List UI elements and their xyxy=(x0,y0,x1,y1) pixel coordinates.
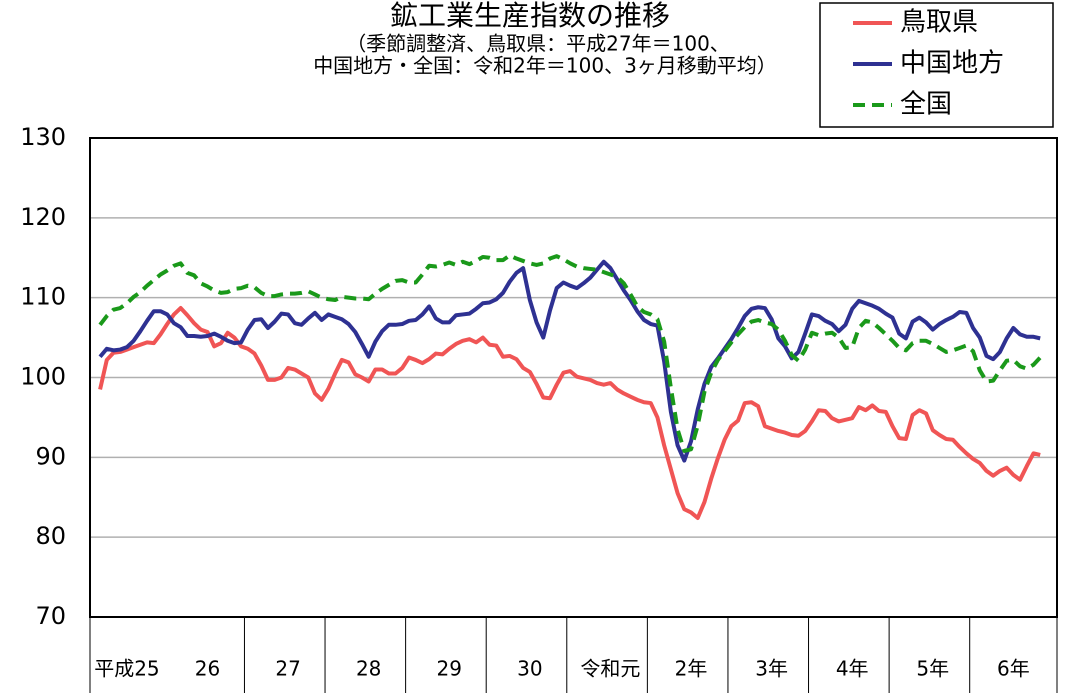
x-tick-label: 26 xyxy=(195,657,220,681)
y-tick-label: 100 xyxy=(20,363,66,391)
x-tick-label: 平成25 xyxy=(94,657,159,681)
x-tick-label: 30 xyxy=(517,657,542,681)
x-tick-label: 3年 xyxy=(755,657,788,681)
series-line xyxy=(98,259,1041,463)
y-tick-label: 70 xyxy=(35,602,66,630)
y-tick-label: 130 xyxy=(20,123,66,151)
x-tick-label: 2年 xyxy=(675,657,708,681)
x-tick-label: 4年 xyxy=(836,657,869,681)
x-tick-label: 令和元 xyxy=(580,657,640,681)
series-line xyxy=(98,306,1041,521)
series-line xyxy=(98,253,1042,453)
x-tick-label: 5年 xyxy=(916,657,949,681)
chart-subtitle: （季節調整済、鳥取県：平成27年＝100、 xyxy=(346,32,730,56)
plot-border xyxy=(89,137,1058,618)
x-tick-label: 27 xyxy=(275,657,300,681)
y-tick-label: 80 xyxy=(35,522,66,550)
chart-title: 鉱工業生産指数の推移 xyxy=(390,0,670,32)
y-tick-label: 110 xyxy=(20,283,66,311)
x-tick-label: 28 xyxy=(356,657,381,681)
chart-subtitle: 中国地方・全国：令和2年＝100、3ヶ月移動平均） xyxy=(313,54,777,78)
legend-label: 中国地方 xyxy=(900,49,1004,79)
x-tick-label: 29 xyxy=(437,657,462,681)
x-tick-label: 6年 xyxy=(997,657,1030,681)
y-tick-label: 90 xyxy=(35,442,66,470)
y-tick-label: 120 xyxy=(20,203,66,231)
legend-label: 全国 xyxy=(900,90,952,120)
legend-label: 鳥取県 xyxy=(900,8,978,38)
